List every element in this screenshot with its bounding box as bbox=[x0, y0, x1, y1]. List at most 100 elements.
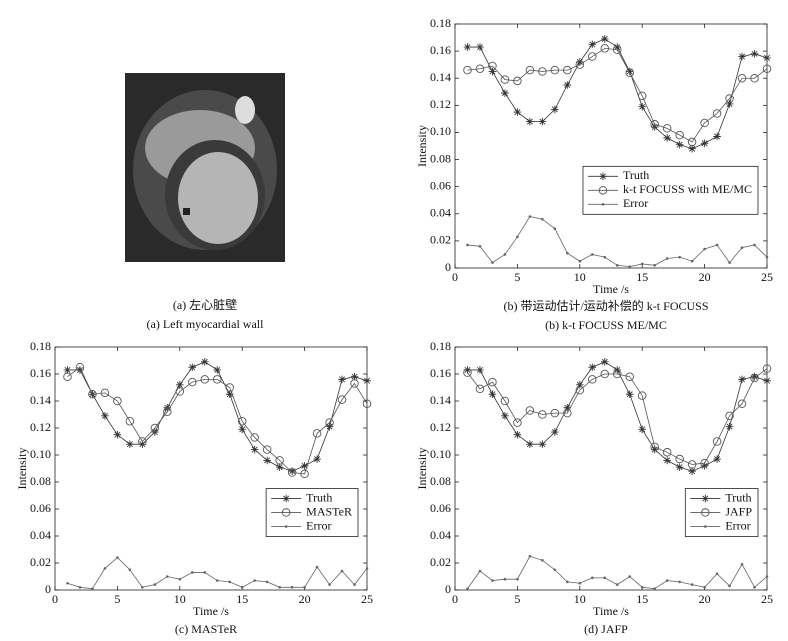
marker bbox=[563, 408, 572, 418]
marker bbox=[625, 372, 634, 381]
x-tick-label: 0 bbox=[452, 592, 458, 606]
x-tick-label: 20 bbox=[299, 592, 311, 606]
series-line bbox=[67, 361, 368, 472]
marker bbox=[503, 577, 507, 581]
marker bbox=[500, 75, 510, 84]
legend-marker bbox=[281, 508, 291, 517]
marker bbox=[712, 109, 722, 118]
marker bbox=[700, 462, 709, 470]
marker bbox=[715, 243, 719, 247]
marker bbox=[687, 137, 697, 147]
marker bbox=[513, 418, 522, 427]
x-tick-label: 20 bbox=[699, 592, 711, 606]
caption-cn: (a) 左心脏壁 bbox=[173, 297, 237, 312]
marker bbox=[166, 575, 169, 578]
x-axis-label: Time /s bbox=[193, 604, 229, 618]
marker bbox=[625, 68, 634, 78]
marker bbox=[278, 586, 281, 589]
marker bbox=[126, 440, 134, 448]
marker bbox=[600, 44, 610, 53]
y-tick-label: 0.04 bbox=[430, 528, 451, 542]
marker bbox=[303, 586, 306, 589]
marker bbox=[662, 448, 672, 457]
x-tick-label: 10 bbox=[574, 592, 586, 606]
y-tick-label: 0.18 bbox=[430, 339, 451, 353]
x-tick-label: 5 bbox=[114, 592, 120, 606]
marker bbox=[478, 245, 482, 248]
marker bbox=[690, 259, 694, 263]
marker bbox=[763, 54, 771, 62]
marker bbox=[737, 399, 747, 408]
chart: 0 0.02 0.04 0.06 0.08 0.10 0.12 0.14 0.16 0.18 0 5 1… bbox=[415, 16, 773, 332]
marker bbox=[188, 363, 197, 372]
y-tick-label: 0.12 bbox=[430, 97, 451, 111]
marker bbox=[678, 255, 681, 259]
y-tick-label: 0.06 bbox=[30, 501, 51, 515]
marker bbox=[625, 67, 634, 76]
marker bbox=[753, 243, 756, 247]
marker bbox=[640, 586, 644, 589]
marker bbox=[553, 227, 557, 230]
marker bbox=[715, 572, 719, 576]
marker bbox=[575, 385, 585, 395]
chart: 0 0.02 0.04 0.06 0.08 0.10 0.12 0.14 0.16 0.18 0 5 1… bbox=[15, 339, 373, 636]
series-line bbox=[67, 557, 368, 590]
marker bbox=[528, 215, 532, 218]
marker bbox=[765, 575, 769, 578]
marker bbox=[212, 375, 222, 384]
marker bbox=[265, 580, 269, 584]
marker bbox=[463, 368, 472, 377]
marker bbox=[325, 418, 334, 427]
marker bbox=[600, 358, 609, 366]
marker bbox=[712, 437, 722, 446]
y-tick-label: 0.14 bbox=[30, 393, 51, 407]
marker bbox=[503, 253, 507, 256]
x-tick-label: 15 bbox=[236, 592, 248, 606]
x-tick-label: 15 bbox=[636, 592, 648, 606]
marker bbox=[528, 554, 532, 558]
marker bbox=[475, 64, 485, 73]
legend-marker bbox=[701, 494, 710, 503]
marker bbox=[737, 73, 747, 83]
marker bbox=[328, 583, 331, 586]
marker bbox=[578, 581, 582, 585]
marker bbox=[662, 124, 672, 133]
marker bbox=[750, 373, 759, 383]
marker bbox=[725, 100, 734, 108]
marker bbox=[338, 375, 346, 384]
marker bbox=[753, 586, 756, 589]
y-axis-label: Intensity bbox=[415, 448, 429, 490]
marker bbox=[675, 454, 684, 464]
y-tick-label: 0.06 bbox=[430, 178, 451, 192]
marker bbox=[738, 375, 746, 384]
marker bbox=[688, 467, 696, 475]
legend-marker bbox=[701, 508, 710, 517]
marker bbox=[200, 358, 209, 366]
marker bbox=[337, 395, 347, 404]
marker bbox=[551, 428, 559, 436]
marker bbox=[150, 423, 160, 433]
legend-label: Truth bbox=[623, 168, 649, 182]
marker bbox=[516, 235, 519, 239]
marker bbox=[491, 579, 494, 582]
marker bbox=[687, 460, 697, 469]
y-tick-label: 0 bbox=[445, 582, 451, 596]
marker bbox=[125, 417, 135, 426]
marker bbox=[700, 458, 709, 468]
marker bbox=[762, 64, 772, 73]
marker bbox=[488, 377, 497, 387]
marker bbox=[575, 60, 585, 69]
marker bbox=[513, 430, 522, 439]
marker bbox=[200, 375, 210, 384]
marker bbox=[625, 390, 634, 399]
chart: 0 0.02 0.04 0.06 0.08 0.10 0.12 0.14 0.16 0.18 0 5 1… bbox=[415, 339, 773, 636]
y-tick-label: 0.16 bbox=[430, 366, 451, 380]
marker bbox=[287, 468, 297, 477]
marker bbox=[551, 105, 559, 114]
x-tick-label: 25 bbox=[361, 592, 373, 606]
marker bbox=[603, 255, 607, 259]
marker bbox=[491, 261, 494, 264]
legend-label: JAFP bbox=[725, 504, 752, 518]
marker bbox=[650, 445, 659, 454]
